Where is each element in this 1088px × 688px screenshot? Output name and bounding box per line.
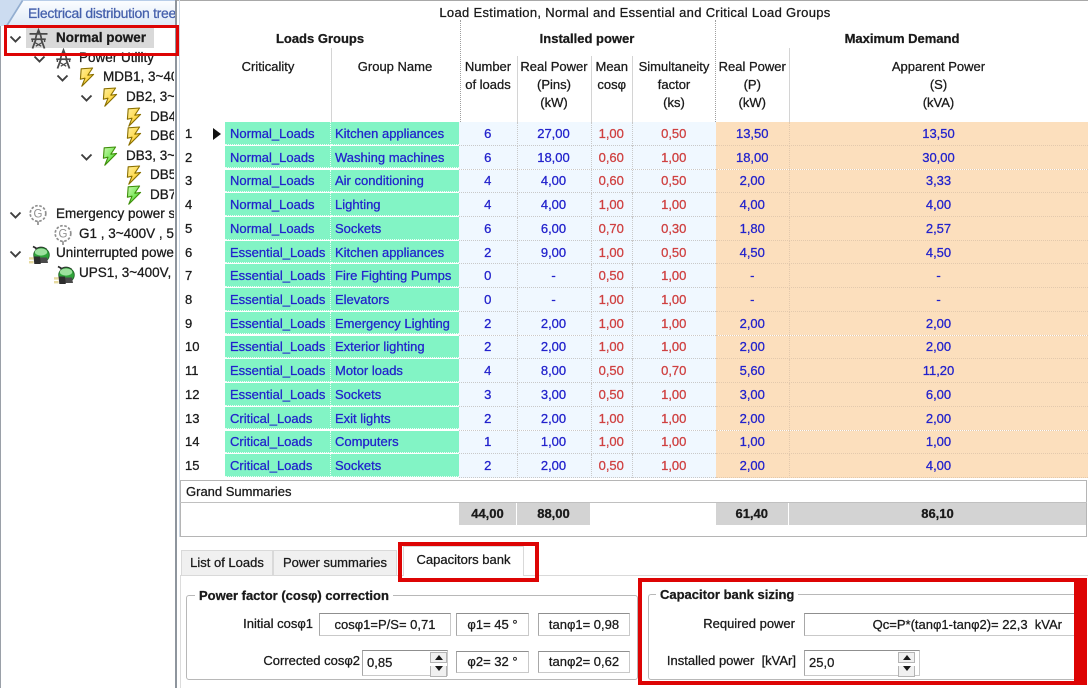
svg-text:G: G — [59, 228, 68, 240]
svg-text:G: G — [34, 209, 43, 221]
